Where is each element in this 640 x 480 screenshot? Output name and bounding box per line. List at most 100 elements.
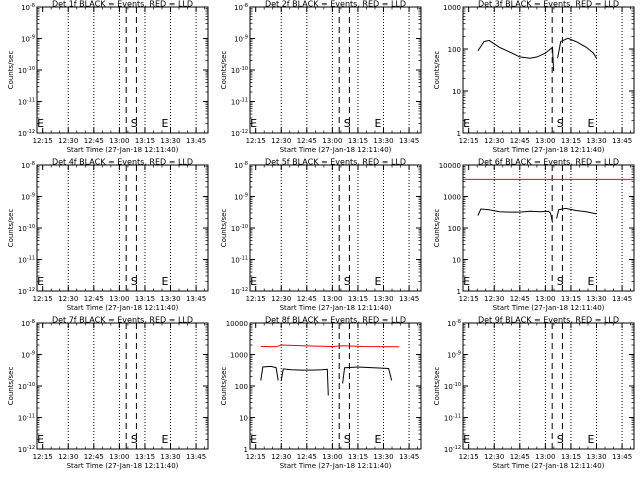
panel-det-8: Det 8f BLACK = Events, RED = LLD 10000 100… xyxy=(220,316,422,470)
event-marker: S xyxy=(557,117,564,130)
x-axis-label: Start Time (27-Jan-18 12:11:40) xyxy=(280,146,392,154)
panel-title: Det 3f BLACK = Events, RED = LLD xyxy=(478,0,619,9)
y-tick-label: 10-9 xyxy=(234,193,248,202)
x-tick-label: 12:45 xyxy=(510,137,530,145)
series-line xyxy=(260,344,399,348)
y-axis-label: Counts/sec xyxy=(7,51,15,90)
x-tick-label: 13:00 xyxy=(109,295,129,303)
x-tick-label: 13:00 xyxy=(535,453,555,461)
x-tick-label: 12:15 xyxy=(246,295,266,303)
y-tick-label: 1 xyxy=(457,130,461,138)
y-tick-label: 10-8 xyxy=(21,3,35,12)
y-tick-label: 10 xyxy=(239,415,248,423)
y-tick-label: 10-11 xyxy=(18,256,35,265)
event-marker: E xyxy=(375,117,382,130)
x-tick-label: 13:30 xyxy=(586,295,606,303)
y-tick-label: 1000 xyxy=(230,352,248,360)
x-tick-label: 12:30 xyxy=(58,295,78,303)
x-tick-label: 13:30 xyxy=(586,137,606,145)
x-tick-label: 13:30 xyxy=(160,453,180,461)
y-tick-label: 10-8 xyxy=(234,161,248,170)
series-line xyxy=(260,365,279,381)
x-tick-label: 12:15 xyxy=(246,453,266,461)
event-marker: E xyxy=(588,275,595,288)
y-axis-label: Counts/sec xyxy=(220,367,228,406)
x-tick-label: 13:00 xyxy=(535,137,555,145)
y-tick-label: 10-11 xyxy=(444,414,461,423)
x-tick-label: 12:30 xyxy=(271,453,291,461)
panel-title: Det 5f BLACK = Events, RED = LLD xyxy=(265,158,406,167)
y-axis-label: Counts/sec xyxy=(220,209,228,248)
series-line xyxy=(477,39,555,72)
x-tick-label: 12:15 xyxy=(33,137,53,145)
panel-det-7: Det 7f BLACK = Events, RED = LLD 10-8 10-9… xyxy=(7,316,209,470)
x-tick-label: 12:15 xyxy=(459,295,479,303)
y-tick-label: 10-12 xyxy=(231,287,248,296)
x-tick-label: 12:45 xyxy=(297,295,317,303)
x-axis-label: Start Time (27-Jan-18 12:11:40) xyxy=(280,462,392,470)
x-tick-label: 13:45 xyxy=(612,453,632,461)
y-tick-label: 10-9 xyxy=(21,35,35,44)
event-marker: E xyxy=(37,433,44,446)
plot-frame xyxy=(462,164,635,292)
x-tick-label: 13:15 xyxy=(348,295,368,303)
event-marker: S xyxy=(131,275,138,288)
y-tick-label: 10000 xyxy=(226,320,248,328)
x-tick-label: 13:45 xyxy=(612,137,632,145)
y-tick-label: 10-10 xyxy=(231,224,248,233)
x-tick-label: 13:45 xyxy=(612,295,632,303)
x-tick-label: 13:15 xyxy=(135,137,155,145)
x-tick-label: 13:45 xyxy=(186,295,206,303)
y-tick-label: 10-10 xyxy=(18,382,35,391)
y-tick-label: 10-10 xyxy=(231,66,248,75)
y-tick-label: 10-11 xyxy=(18,98,35,107)
x-tick-label: 12:30 xyxy=(484,453,504,461)
x-tick-label: 13:45 xyxy=(399,453,419,461)
x-tick-label: 13:45 xyxy=(186,453,206,461)
x-axis-label: Start Time (27-Jan-18 12:11:40) xyxy=(493,304,605,312)
x-tick-label: 12:45 xyxy=(510,453,530,461)
y-tick-label: 10-8 xyxy=(447,319,461,328)
x-tick-label: 13:00 xyxy=(109,453,129,461)
x-tick-label: 13:00 xyxy=(322,453,342,461)
y-tick-label: 10-9 xyxy=(21,193,35,202)
x-tick-label: 12:30 xyxy=(484,137,504,145)
x-tick-label: 12:30 xyxy=(271,137,291,145)
panel-title: Det 7f BLACK = Events, RED = LLD xyxy=(52,316,193,325)
y-tick-label: 10-8 xyxy=(234,3,248,12)
x-tick-label: 13:30 xyxy=(373,453,393,461)
x-tick-label: 13:30 xyxy=(160,137,180,145)
y-tick-label: 10-11 xyxy=(231,98,248,107)
y-tick-label: 100 xyxy=(448,46,461,54)
x-tick-label: 13:00 xyxy=(322,295,342,303)
y-tick-label: 1 xyxy=(457,288,461,296)
event-marker: E xyxy=(250,117,257,130)
y-tick-label: 100 xyxy=(448,225,461,233)
y-tick-label: 10-10 xyxy=(444,382,461,391)
series-line xyxy=(557,37,597,59)
x-tick-label: 13:15 xyxy=(348,453,368,461)
y-tick-label: 10-9 xyxy=(234,35,248,44)
panel-title: Det 2f BLACK = Events, RED = LLD xyxy=(265,0,406,9)
event-marker: S xyxy=(131,117,138,130)
y-tick-label: 10-9 xyxy=(447,351,461,360)
x-tick-label: 13:30 xyxy=(373,137,393,145)
x-axis-label: Start Time (27-Jan-18 12:11:40) xyxy=(493,146,605,154)
x-tick-label: 13:15 xyxy=(561,453,581,461)
y-tick-label: 1 xyxy=(244,446,248,454)
y-tick-label: 1000 xyxy=(443,4,461,12)
y-tick-label: 10-10 xyxy=(18,224,35,233)
x-tick-label: 13:45 xyxy=(186,137,206,145)
event-marker: E xyxy=(588,433,595,446)
x-tick-label: 12:30 xyxy=(58,137,78,145)
x-axis-label: Start Time (27-Jan-18 12:11:40) xyxy=(67,304,179,312)
event-marker: E xyxy=(162,433,169,446)
x-tick-label: 12:30 xyxy=(58,453,78,461)
event-marker: S xyxy=(344,117,351,130)
event-marker: E xyxy=(37,275,44,288)
panel-title: Det 1f BLACK = Events, RED = LLD xyxy=(52,0,193,9)
panel-title: Det 9f BLACK = Events, RED = LLD xyxy=(478,316,619,325)
y-axis-label: Counts/sec xyxy=(433,209,441,248)
series-line xyxy=(342,366,393,384)
x-tick-label: 12:45 xyxy=(84,137,104,145)
